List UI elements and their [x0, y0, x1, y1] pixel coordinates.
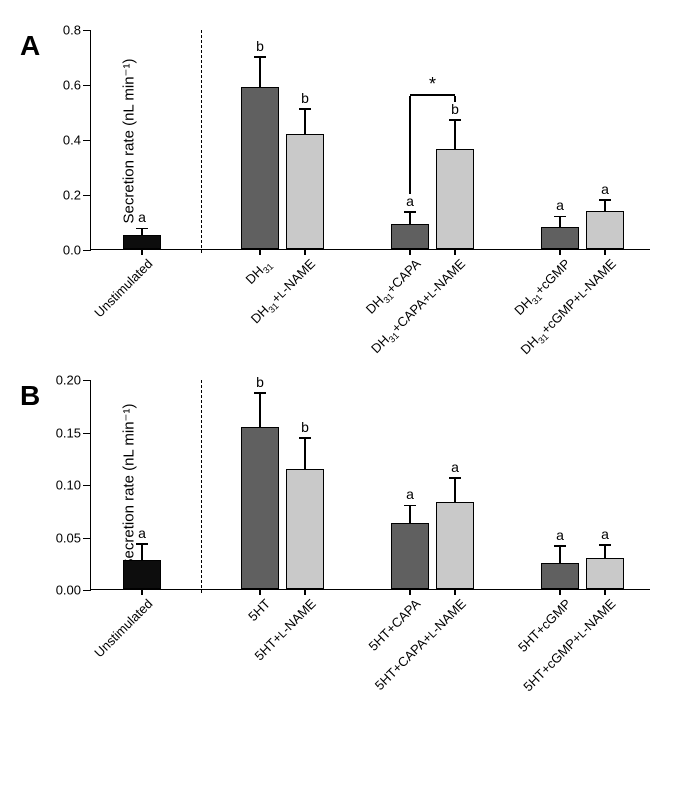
ytick-label: 0.8 — [63, 23, 81, 38]
ytick-label: 0.00 — [56, 583, 81, 598]
bar — [241, 427, 279, 589]
plot-a: abbabaa* 0.00.20.40.60.8UnstimulatedDH31… — [90, 30, 650, 250]
bar — [123, 560, 161, 589]
bar — [286, 134, 324, 250]
x-tick-label: Unstimulated — [91, 256, 155, 320]
ytick-label: 0.20 — [56, 373, 81, 388]
ytick-label: 0.15 — [56, 425, 81, 440]
sig-letter: a — [138, 209, 146, 225]
sig-letter: a — [451, 459, 459, 475]
sig-letter: b — [451, 101, 459, 117]
x-tick-label: 5HT — [246, 596, 274, 624]
ytick-label: 0.4 — [63, 133, 81, 148]
ytick-label: 0.05 — [56, 530, 81, 545]
sig-letter: b — [256, 38, 264, 54]
bar — [436, 502, 474, 589]
bar — [586, 558, 624, 590]
bar — [123, 235, 161, 249]
bar — [391, 523, 429, 589]
sig-letter: b — [301, 419, 309, 435]
bar — [586, 211, 624, 250]
sig-letter: a — [406, 193, 414, 209]
sig-letter: a — [601, 526, 609, 542]
ytick-label: 0.0 — [63, 243, 81, 258]
sig-letter: a — [406, 486, 414, 502]
bars-a: a b b a b a a * — [91, 30, 650, 249]
sig-letter: b — [256, 374, 264, 390]
bar — [436, 149, 474, 249]
bar — [286, 469, 324, 589]
bar — [541, 227, 579, 249]
panel-a: A Secretion rate (nL min⁻¹) abbabaa* 0.0… — [20, 30, 665, 250]
separator-line — [201, 380, 202, 593]
sig-letter: a — [601, 181, 609, 197]
chart-a: Secretion rate (nL min⁻¹) abbabaa* 0.00.… — [90, 30, 665, 250]
separator-line — [201, 30, 202, 253]
sig-letter: b — [301, 90, 309, 106]
bar — [241, 87, 279, 249]
bars-b: abbaaaa — [91, 380, 650, 589]
panel-b-label: B — [20, 380, 40, 412]
plot-b: abbaaaa 0.000.050.100.150.20Unstimulated… — [90, 380, 650, 590]
x-tick-label: 5HT+CAPA+L-NAME — [372, 596, 469, 693]
x-tick-label: Unstimulated — [91, 596, 155, 660]
bar — [391, 224, 429, 249]
ytick-label: 0.2 — [63, 188, 81, 203]
sig-letter: a — [556, 527, 564, 543]
bar — [541, 563, 579, 589]
sig-letter: a — [556, 197, 564, 213]
panel-a-label: A — [20, 30, 40, 62]
sig-letter: a — [138, 525, 146, 541]
ytick-label: 0.10 — [56, 478, 81, 493]
sig-star: * — [429, 74, 436, 95]
panel-b: B Secretion rate (nL min⁻¹) abbaaaa 0.00… — [20, 380, 665, 590]
chart-b: Secretion rate (nL min⁻¹) abbaaaa 0.000.… — [90, 380, 665, 590]
ytick-label: 0.6 — [63, 78, 81, 93]
x-tick-label: DH31 — [243, 256, 276, 289]
